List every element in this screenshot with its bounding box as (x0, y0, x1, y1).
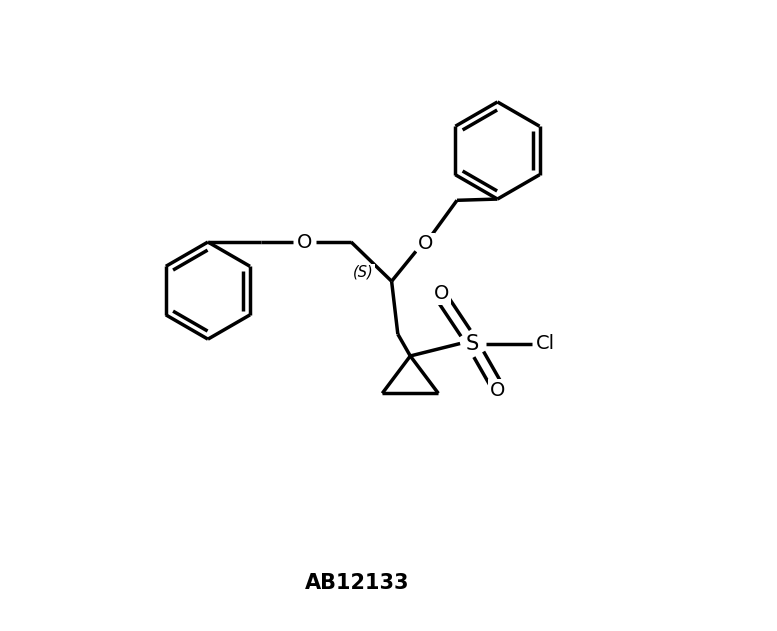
Text: O: O (297, 233, 312, 252)
Text: O: O (434, 284, 449, 304)
Text: Cl: Cl (536, 334, 556, 353)
Text: O: O (490, 380, 505, 399)
Text: O: O (418, 234, 434, 254)
Text: S: S (466, 334, 479, 353)
Text: AB12133: AB12133 (305, 573, 409, 593)
Text: (S): (S) (354, 264, 374, 280)
